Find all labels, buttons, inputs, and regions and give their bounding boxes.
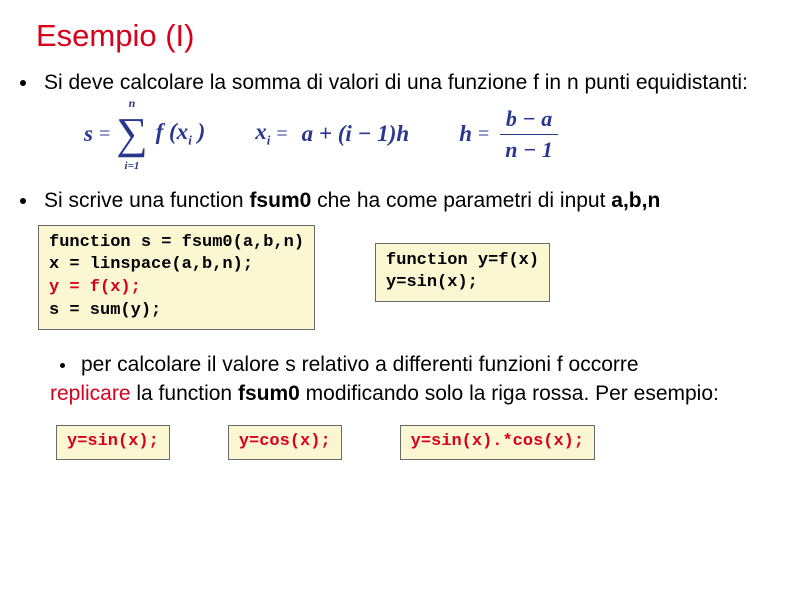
b2-mid: che ha come parametri di input — [311, 189, 611, 212]
code-line: x = linspace(a,b,n); — [49, 255, 253, 274]
bullet-dot-icon — [60, 363, 65, 368]
code-line: s = sum(y); — [49, 301, 161, 320]
para3-cont: replicare la function fsum0 modificando … — [50, 381, 771, 407]
slide: Esempio (I) Si deve calcolare la somma d… — [0, 0, 801, 460]
sigma-icon: n ∑ i=1 — [116, 102, 147, 166]
code-row-1: function s = fsum0(a,b,n) x = linspace(a… — [38, 225, 771, 331]
paragraph-3: per calcolare il valore s relativo a dif… — [40, 352, 771, 407]
p3-rep: replicare — [50, 382, 131, 405]
bullet-1-text: Si deve calcolare la somma di valori di … — [44, 70, 748, 96]
p3-fn: fsum0 — [238, 382, 300, 405]
xi-main: x — [255, 119, 267, 144]
slide-title: Esempio (I) — [36, 18, 771, 54]
code-variant-1: y=sin(x); — [56, 425, 170, 460]
formula-sum-term: f (xi ) — [156, 119, 206, 149]
bullet-2: Si scrive una function fsum0 che ha come… — [30, 188, 771, 214]
eq-sign: = — [472, 123, 495, 146]
formula-h: h = b − a n − 1 — [451, 106, 559, 163]
fraction-num: b − a — [500, 106, 558, 135]
formula-xi: xi = a + (i − 1)h — [247, 119, 409, 149]
para3-text: per calcolare il valore s relativo a dif… — [81, 352, 639, 378]
b2-params: a,b,n — [611, 189, 660, 212]
bullet-dot-icon — [20, 198, 26, 204]
term-suffix: ) — [192, 119, 205, 144]
eq-sign: = — [270, 123, 293, 146]
code-variant-3: y=sin(x).*cos(x); — [400, 425, 595, 460]
fraction: b − a n − 1 — [499, 106, 559, 163]
p3-2: la function — [131, 382, 238, 405]
code-line: y=sin(x); — [386, 273, 478, 292]
code-line: function s = fsum0(a,b,n) — [49, 233, 304, 252]
b2-fn: fsum0 — [249, 189, 311, 212]
formula-sum-lhs: s — [84, 121, 93, 147]
sigma-upper: n — [129, 96, 136, 111]
code-fsum0: function s = fsum0(a,b,n) x = linspace(a… — [38, 225, 315, 331]
xi-rhs: a + (i − 1)h — [302, 121, 410, 147]
code-variant-2: y=cos(x); — [228, 425, 342, 460]
xi-lhs: xi — [255, 119, 270, 149]
code-line-red: y=cos(x); — [239, 432, 331, 451]
code-line-red: y = f(x); — [49, 278, 141, 297]
formula-row: s = n ∑ i=1 f (xi ) xi = a + (i − 1)h h … — [76, 102, 771, 166]
term-prefix: f (x — [156, 119, 189, 144]
sigma-symbol: ∑ — [116, 112, 147, 156]
sigma-lower: i=1 — [125, 160, 140, 172]
bullet-1: Si deve calcolare la somma di valori di … — [30, 70, 771, 96]
fraction-den: n − 1 — [499, 135, 559, 163]
p3-3: modificando solo la riga rossa. Per esem… — [300, 382, 719, 405]
code-line: function y=f(x) — [386, 251, 539, 270]
bullet-2-text: Si scrive una function fsum0 che ha come… — [44, 188, 660, 214]
b2-pre: Si scrive una function — [44, 189, 249, 212]
p3-1: per calcolare il valore s relativo a dif… — [81, 353, 639, 376]
code-row-2: y=sin(x); y=cos(x); y=sin(x).*cos(x); — [56, 425, 771, 460]
code-line-red: y=sin(x); — [67, 432, 159, 451]
eq-sign: = — [93, 123, 116, 146]
code-f: function y=f(x) y=sin(x); — [375, 243, 550, 303]
bullet-dot-icon — [20, 80, 26, 86]
formula-sum: s = n ∑ i=1 f (xi ) — [76, 102, 205, 166]
code-line-red: y=sin(x).*cos(x); — [411, 432, 584, 451]
h-lhs: h — [459, 121, 472, 147]
